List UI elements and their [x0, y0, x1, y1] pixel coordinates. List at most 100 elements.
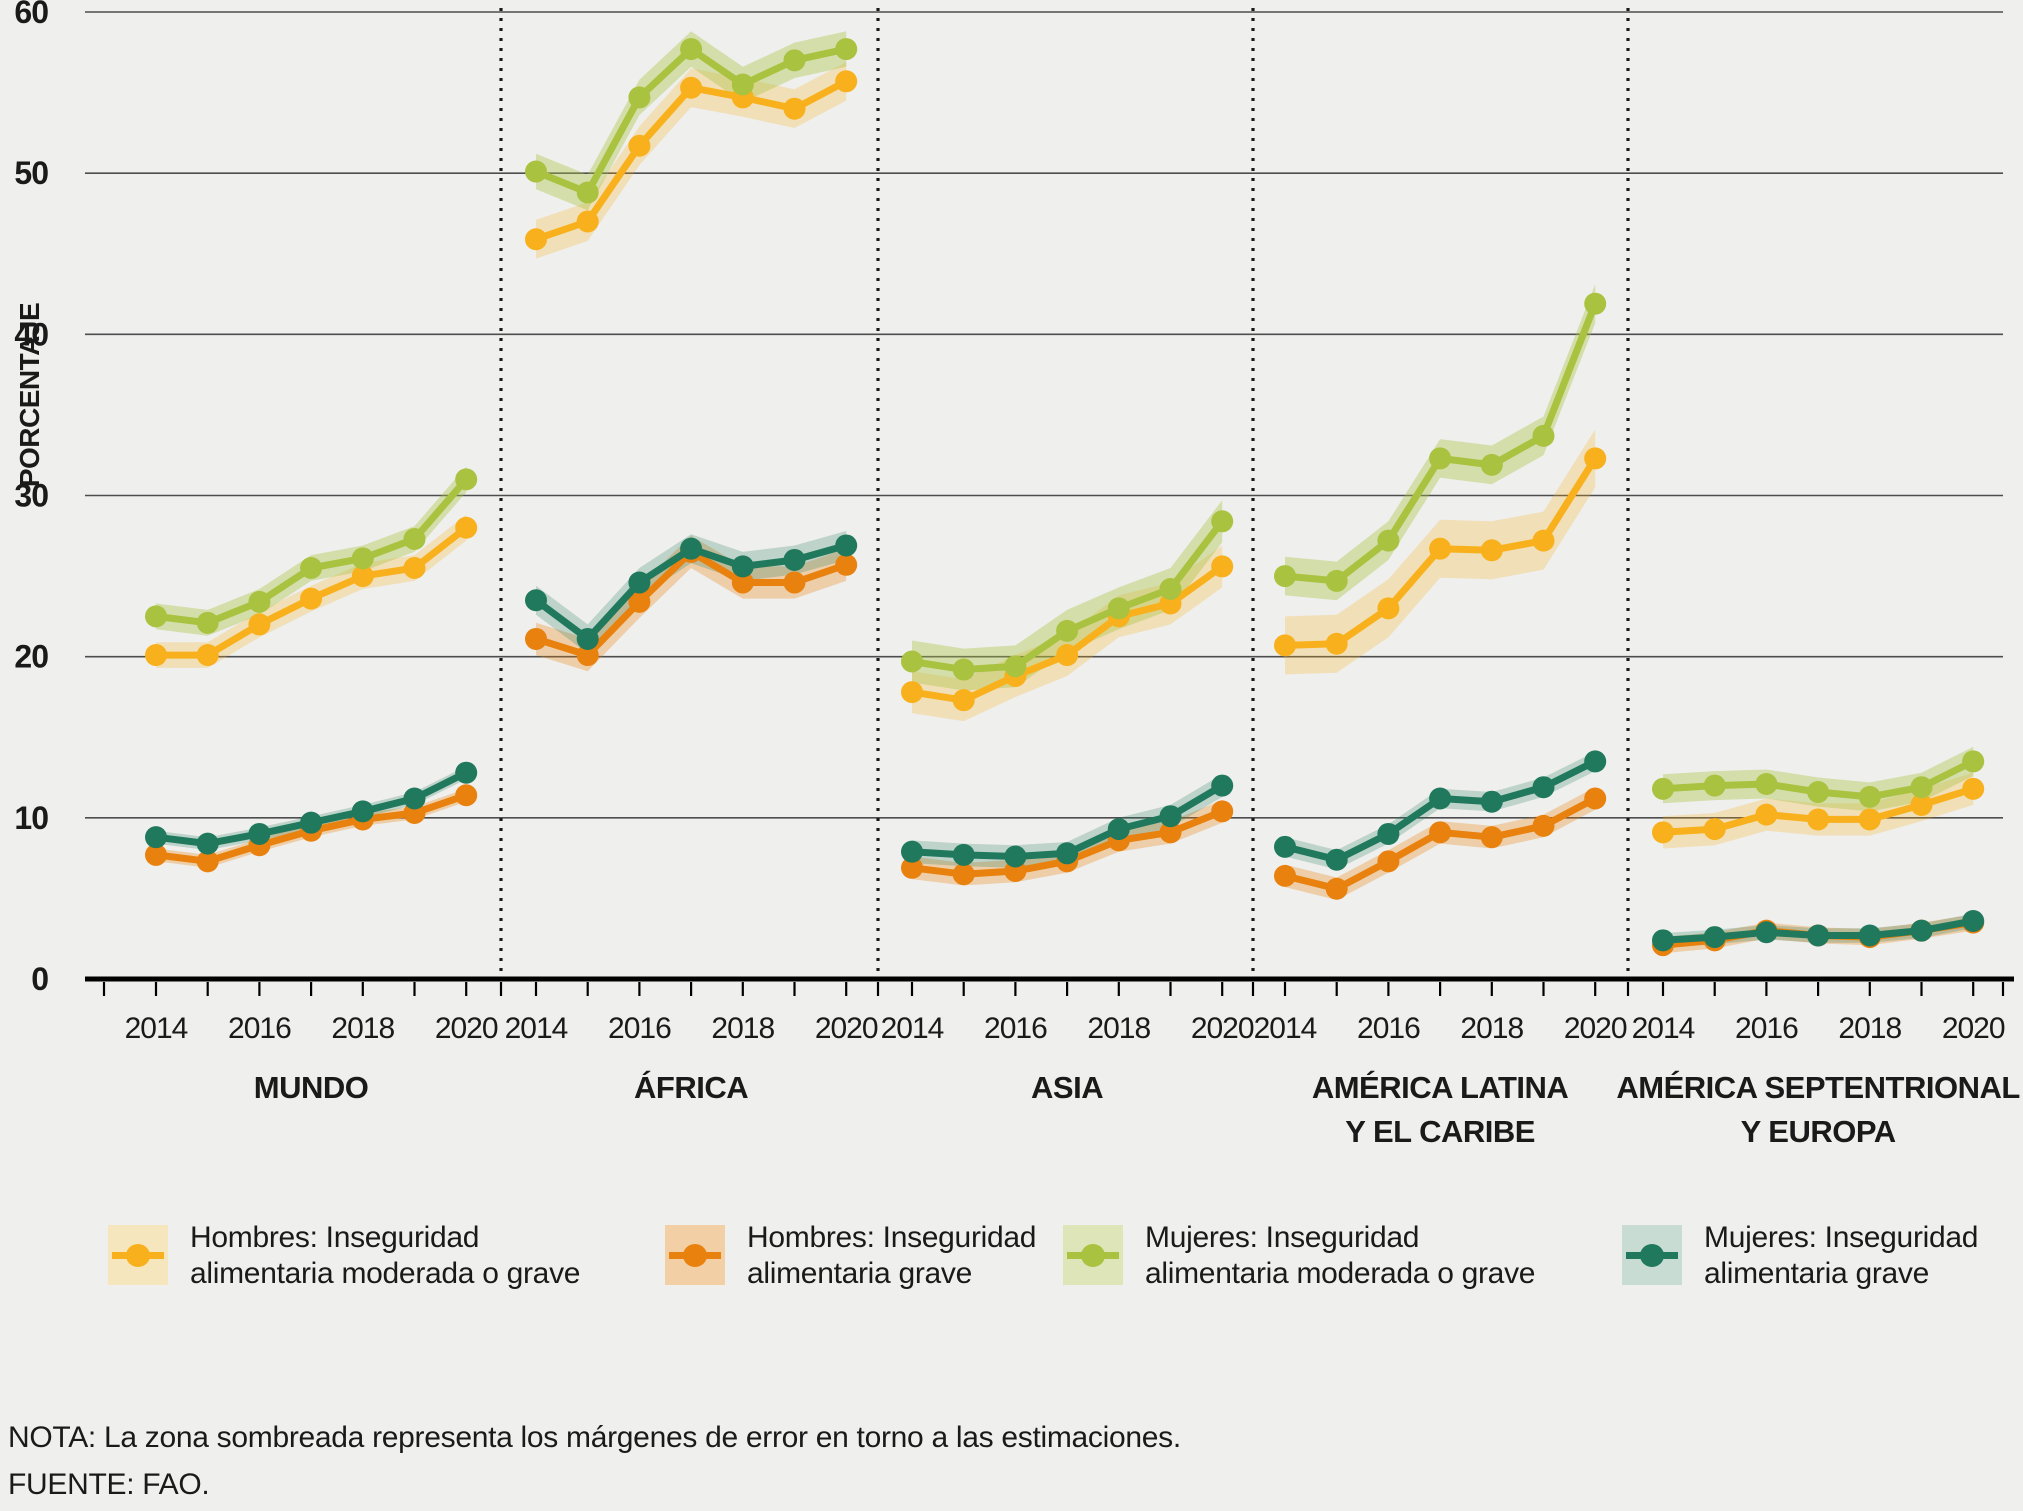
x-tick-label-2020: 2020 — [815, 1012, 878, 1045]
data-point-hombres_grave-africa-2018 — [731, 571, 754, 594]
data-point-mujeres_moderada_o_grave-america-septentrional-y-europa-2020 — [1962, 750, 1985, 773]
x-tick-label-2014: 2014 — [1254, 1012, 1317, 1045]
data-point-hombres_grave-america-latina-y-el-caribe-2020 — [1584, 787, 1607, 810]
data-point-mujeres_grave-africa-2014 — [525, 589, 547, 612]
y-tick-label-0: 0 — [31, 961, 48, 997]
legend-item-mujeres-moderada: Mujeres: Inseguridad alimentaria moderad… — [1063, 1221, 1535, 1292]
error-band-hombres_moderada_o_grave-africa — [536, 62, 847, 259]
data-point-mujeres_grave-mundo-2017 — [300, 811, 323, 834]
data-point-mujeres_moderada_o_grave-mundo-2015 — [196, 611, 219, 634]
data-point-mujeres_grave-mundo-2020 — [455, 761, 478, 784]
x-tick-label-2016: 2016 — [1735, 1012, 1798, 1045]
data-point-mujeres_moderada_o_grave-mundo-2019 — [403, 528, 426, 551]
data-point-mujeres_grave-asia-2015 — [952, 843, 975, 866]
data-point-mujeres_grave-america-latina-y-el-caribe-2014 — [1274, 835, 1296, 858]
x-tick-label-2014: 2014 — [125, 1012, 188, 1045]
legend-swatch-hombres-grave — [665, 1225, 725, 1285]
data-point-hombres_grave-america-latina-y-el-caribe-2016 — [1377, 850, 1400, 873]
error-band-hombres_grave-asia — [912, 800, 1223, 886]
data-point-mujeres_grave-america-latina-y-el-caribe-2019 — [1532, 776, 1555, 799]
data-point-hombres_moderada_o_grave-america-latina-y-el-caribe-2018 — [1480, 539, 1503, 562]
legend-label: Mujeres: Inseguridad alimentaria moderad… — [1145, 1220, 1535, 1292]
region-label-america-septentrional-y-europa-line2: Y EUROPA — [1741, 1114, 1896, 1149]
x-tick-label-2016: 2016 — [608, 1012, 671, 1045]
y-tick-label-20: 20 — [14, 639, 48, 675]
x-tick-label-2018: 2018 — [1087, 1012, 1150, 1045]
legend-swatch-hombres-moderada — [108, 1225, 168, 1285]
legend-dot-icon — [683, 1244, 707, 1267]
legend-item-hombres-grave: Hombres: Inseguridad alimentaria grave — [665, 1221, 1036, 1292]
x-tick-label-2018: 2018 — [711, 1012, 774, 1045]
panel-mundo: 2014 2016 2018 2020 MUNDO — [125, 466, 499, 1105]
data-point-hombres_moderada_o_grave-america-septentrional-y-europa-2015 — [1703, 818, 1726, 841]
data-point-mujeres_grave-america-septentrional-y-europa-2017 — [1807, 924, 1830, 947]
data-point-mujeres_grave-mundo-2015 — [196, 832, 219, 855]
data-point-hombres_moderada_o_grave-mundo-2018 — [351, 565, 374, 588]
data-point-mujeres_moderada_o_grave-america-septentrional-y-europa-2015 — [1703, 774, 1726, 797]
data-point-hombres_moderada_o_grave-america-septentrional-y-europa-2017 — [1807, 808, 1830, 831]
data-point-mujeres_moderada_o_grave-asia-2015 — [952, 658, 975, 681]
data-point-mujeres_grave-america-septentrional-y-europa-2015 — [1703, 926, 1726, 949]
legend-label: Mujeres: Inseguridad alimentaria grave — [1704, 1220, 1978, 1292]
legend-label-line1: Hombres: Inseguridad — [747, 1221, 1037, 1254]
data-point-mujeres_grave-africa-2017 — [680, 537, 703, 560]
data-point-hombres_moderada_o_grave-africa-2015 — [576, 210, 599, 233]
x-tick-label-2016: 2016 — [1357, 1012, 1420, 1045]
data-point-hombres_moderada_o_grave-africa-2017 — [680, 76, 703, 99]
data-point-mujeres_grave-africa-2016 — [628, 571, 651, 594]
data-point-mujeres_moderada_o_grave-america-latina-y-el-caribe-2014 — [1274, 565, 1296, 588]
error-band-mujeres_grave-asia — [912, 774, 1223, 868]
chart-area: 0 10 20 30 40 50 60 2014 2016 2018 2020 MUNDO 2014 20… — [14, 0, 2020, 1149]
data-point-mujeres_moderada_o_grave-africa-2017 — [680, 38, 703, 61]
y-tick-label-40: 40 — [14, 316, 48, 352]
panel-africa: 2014 2016 2018 2020 ÁFRICA — [505, 31, 879, 1105]
legend: Hombres: Inseguridad alimentaria moderad… — [0, 1221, 2023, 1335]
data-point-hombres_moderada_o_grave-asia-2017 — [1056, 644, 1079, 667]
x-tick-label-2016: 2016 — [228, 1012, 291, 1045]
region-label-america-latina-y-el-caribe-line2: Y EL CARIBE — [1345, 1114, 1535, 1149]
x-tick-label-2016: 2016 — [984, 1012, 1047, 1045]
note-block: NOTA: La zona sombreada representa los m… — [8, 1414, 1181, 1508]
data-point-hombres_moderada_o_grave-america-latina-y-el-caribe-2014 — [1274, 634, 1296, 657]
data-point-hombres_moderada_o_grave-america-septentrional-y-europa-2018 — [1858, 808, 1881, 831]
data-point-hombres_grave-america-latina-y-el-caribe-2017 — [1429, 821, 1452, 844]
data-point-hombres_moderada_o_grave-africa-2014 — [525, 228, 547, 251]
legend-dot-icon — [1640, 1244, 1664, 1267]
x-tick-label-2018: 2018 — [1838, 1012, 1901, 1045]
data-point-mujeres_grave-mundo-2018 — [351, 800, 374, 823]
data-point-mujeres_moderada_o_grave-america-septentrional-y-europa-2016 — [1755, 772, 1778, 795]
data-point-hombres_grave-africa-2020 — [835, 553, 858, 576]
y-tick-label-50: 50 — [14, 155, 48, 191]
data-point-hombres_moderada_o_grave-africa-2019 — [783, 97, 806, 120]
y-tick-label-30: 30 — [14, 477, 48, 513]
data-point-mujeres_grave-africa-2018 — [731, 555, 754, 578]
data-point-mujeres_moderada_o_grave-africa-2015 — [576, 181, 599, 204]
data-point-mujeres_moderada_o_grave-africa-2020 — [835, 38, 858, 61]
x-tick-label-2020: 2020 — [1191, 1012, 1254, 1045]
data-point-hombres_grave-asia-2019 — [1159, 821, 1182, 844]
data-point-mujeres_moderada_o_grave-asia-2017 — [1056, 619, 1079, 642]
data-point-hombres_moderada_o_grave-america-latina-y-el-caribe-2015 — [1325, 632, 1348, 655]
data-point-hombres_grave-africa-2015 — [576, 644, 599, 667]
data-point-mujeres_moderada_o_grave-america-septentrional-y-europa-2019 — [1910, 776, 1933, 799]
data-point-mujeres_moderada_o_grave-america-latina-y-el-caribe-2018 — [1480, 453, 1503, 476]
data-point-mujeres_grave-asia-2018 — [1107, 818, 1130, 841]
data-point-hombres_moderada_o_grave-asia-2015 — [952, 689, 975, 712]
data-point-hombres_grave-america-latina-y-el-caribe-2019 — [1532, 814, 1555, 837]
error-band-hombres_grave-africa — [536, 535, 847, 672]
data-point-mujeres_grave-america-septentrional-y-europa-2019 — [1910, 919, 1933, 942]
legend-dot-icon — [126, 1244, 150, 1267]
x-tick-label-2018: 2018 — [331, 1012, 394, 1045]
error-band-mujeres_moderada_o_grave-america-latina-y-el-caribe — [1285, 284, 1596, 601]
data-point-hombres_grave-africa-2019 — [783, 571, 806, 594]
legend-label-line2: alimentaria grave — [1704, 1257, 1930, 1290]
panel-america-septentrional-y-europa: 2014 2016 2018 2020 AMÉRICA SEPTENTRIONAL Y E… — [1616, 746, 2020, 1149]
legend-label: Hombres: Inseguridad alimentaria grave — [747, 1220, 1036, 1292]
data-point-hombres_moderada_o_grave-asia-2014 — [901, 681, 923, 704]
legend-label-line1: Mujeres: Inseguridad — [1704, 1221, 1979, 1254]
data-point-mujeres_grave-asia-2016 — [1004, 845, 1027, 868]
data-point-mujeres_grave-america-latina-y-el-caribe-2016 — [1377, 822, 1400, 845]
data-point-mujeres_grave-africa-2020 — [835, 534, 858, 557]
